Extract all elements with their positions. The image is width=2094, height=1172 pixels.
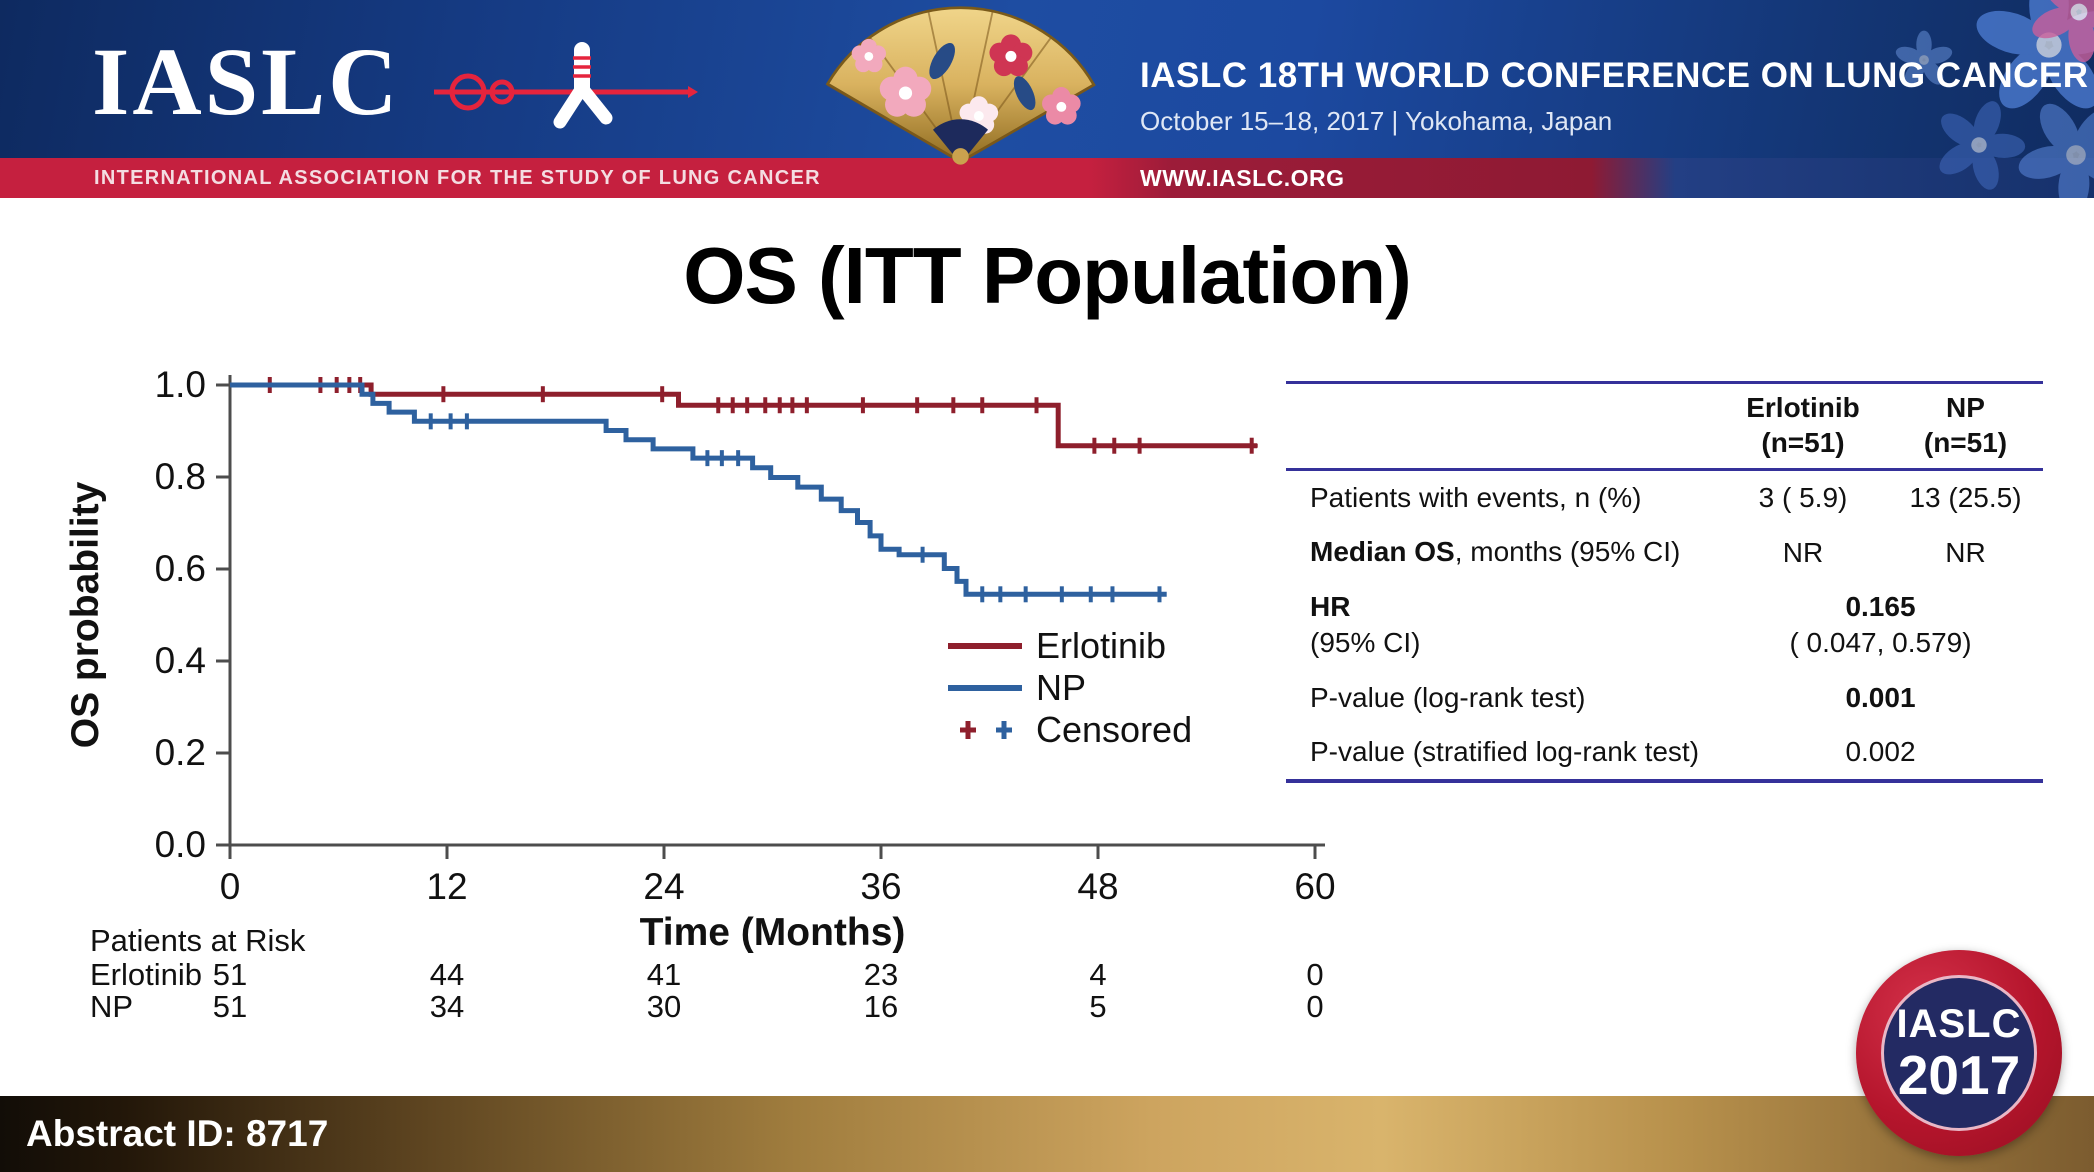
x-tick-label: 36 [860, 866, 901, 907]
stats-col-np-n: (n=51) [1923, 427, 2008, 458]
km-chart: 0.0 0.2 0.4 0.6 0.8 1.0 0 12 24 36 48 60 Time (Month… [60, 355, 1350, 1035]
risk-count: 23 [864, 957, 898, 992]
lung-logo-icon [434, 42, 698, 129]
stats-row-pvalue-stratified: P-value (stratified log-rank test) 0.002 [1286, 725, 2043, 779]
stats-row-median-os: Median OS, months (95% CI) NR NR [1286, 525, 2043, 579]
risk-count: 4 [1089, 957, 1106, 992]
risk-count: 5 [1089, 989, 1106, 1024]
stats-row-hr: HR (95% CI) 0.165( 0.047, 0.579) [1286, 580, 2043, 671]
events-np-value: 13 (25.5) [1909, 482, 2022, 514]
stats-col-np: NP (n=51) [1888, 390, 2043, 460]
abstract-id: Abstract ID: 8717 [26, 1113, 329, 1154]
stats-header-row: Erlotinib (n=51) NP (n=51) [1286, 384, 2043, 471]
pvalue-label: P-value (log-rank test) [1310, 681, 1586, 713]
stats-table: Erlotinib (n=51) NP (n=51) Patients with… [1286, 381, 2043, 784]
pvalue-stratified-label: P-value (stratified log-rank test) [1310, 735, 1700, 767]
conference-title: IASLC 18TH WORLD CONFERENCE ON LUNG CANC… [1140, 56, 2089, 95]
hr-value: 0.165( 0.047, 0.579) [1789, 590, 1972, 659]
flower-decoration [1893, 0, 2094, 198]
pvalue-value: 0.001 [1845, 681, 1916, 713]
conference-dates: October 15–18, 2017 | Yokohama, Japan [1140, 106, 1613, 136]
series-NP-curve [230, 382, 1167, 597]
y-axis-title: OS probability [64, 481, 107, 748]
fan-decoration [825, 6, 1096, 165]
x-tick-label: 24 [643, 866, 684, 907]
header-red-strip: INTERNATIONAL ASSOCIATION FOR THE STUDY … [0, 158, 2094, 198]
association-name: INTERNATIONAL ASSOCIATION FOR THE STUDY … [94, 167, 821, 189]
median-os-erlotinib-value: NR [1782, 536, 1824, 568]
risk-count: 0 [1306, 989, 1323, 1024]
x-tick-label: 12 [426, 866, 467, 907]
y-tick-label: 0.4 [155, 640, 206, 681]
y-tick-label: 1.0 [155, 364, 206, 405]
risk-row-label-Erlotinib: Erlotinib [90, 957, 202, 992]
risk-count: 51 [213, 957, 247, 992]
y-tick-label: 0.0 [155, 824, 206, 865]
median-os-label: Median OS, months (95% CI) [1310, 536, 1681, 568]
stats-col-erlotinib-name: Erlotinib [1746, 392, 1860, 423]
km-chart-svg: 0.0 0.2 0.4 0.6 0.8 1.0 0 12 24 36 48 60 Time (Month… [64, 364, 1336, 1024]
iaslc-logo-text: IASLC [92, 28, 401, 135]
series-Erlotinib [230, 377, 1258, 454]
median-os-np-value: NR [1945, 536, 1986, 568]
series-Erlotinib-curve [230, 382, 1258, 449]
risk-count: 16 [864, 989, 898, 1024]
pvalue-stratified-value: 0.002 [1845, 735, 1916, 767]
header-banner: IASLC [0, 0, 2094, 198]
y-tick-label: 0.8 [155, 456, 206, 497]
risk-table-title: Patients at Risk [90, 923, 306, 958]
website-url: WWW.IASLC.ORG [1140, 165, 1345, 191]
events-erlotinib-value: 3 ( 5.9) [1758, 482, 1848, 514]
risk-count: 41 [647, 957, 681, 992]
stats-row-events: Patients with events, n (%) 3 ( 5.9) 13 … [1286, 471, 2043, 525]
hr-label: HR (95% CI) [1310, 590, 1421, 659]
iaslc-2017-badge: IASLC 2017 [1856, 950, 2062, 1156]
slide-title: OS (ITT Population) [683, 231, 1412, 320]
risk-count: 0 [1306, 957, 1323, 992]
x-tick-label: 60 [1294, 866, 1335, 907]
legend-label-censored: Censored [1036, 709, 1192, 750]
badge-year-text: 2017 [1897, 1043, 2021, 1106]
axes: 0.0 0.2 0.4 0.6 0.8 1.0 0 12 24 36 48 60 Time (Month… [64, 364, 1336, 954]
footer-bar: Abstract ID: 8717 [0, 1096, 2094, 1172]
stats-col-np-name: NP [1946, 392, 1985, 423]
stats-col-erlotinib: Erlotinib (n=51) [1718, 390, 1888, 460]
risk-count: 34 [430, 989, 464, 1024]
events-label: Patients with events, n (%) [1310, 482, 1642, 513]
badge-iaslc-text: IASLC [1896, 1001, 2022, 1046]
x-tick-label: 48 [1077, 866, 1118, 907]
risk-count: 44 [430, 957, 464, 992]
series-NP [230, 382, 1167, 603]
risk-count: 30 [647, 989, 681, 1024]
x-tick-label: 0 [220, 866, 241, 907]
risk-row-label-NP: NP [90, 989, 133, 1024]
x-axis-title: Time (Months) [640, 911, 906, 954]
stats-row-pvalue: P-value (log-rank test) 0.001 [1286, 671, 2043, 725]
legend-label-NP: NP [1036, 667, 1086, 708]
iaslc-2017-badge-inner: IASLC 2017 [1881, 975, 2037, 1131]
stats-col-erlotinib-n: (n=51) [1761, 427, 1845, 458]
legend-label-Erlotinib: Erlotinib [1036, 625, 1166, 666]
y-tick-label: 0.6 [155, 548, 206, 589]
y-tick-label: 0.2 [155, 732, 206, 773]
risk-count: 51 [213, 989, 247, 1024]
